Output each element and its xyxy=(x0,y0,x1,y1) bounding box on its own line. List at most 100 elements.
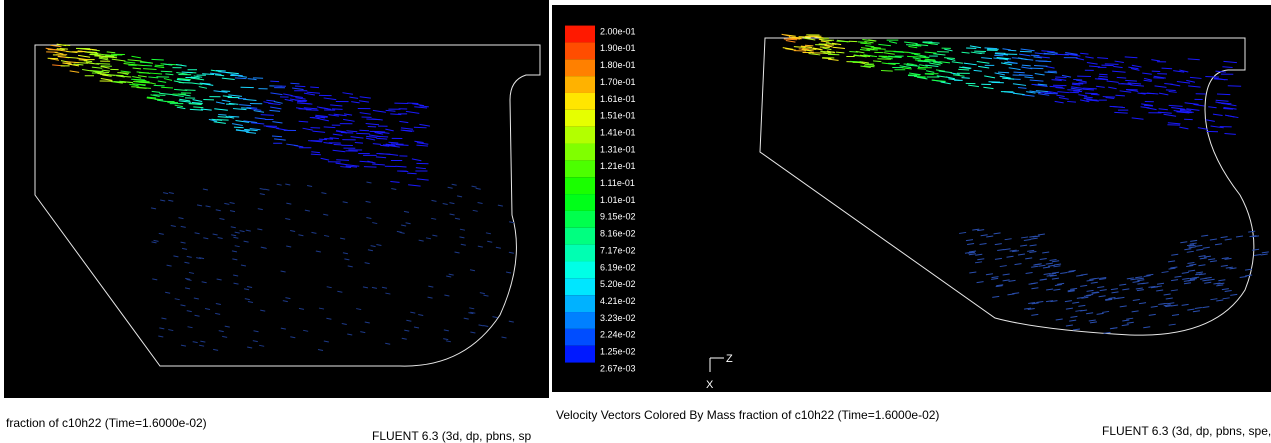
colorbar-label: 3.23e-02 xyxy=(600,313,636,323)
left-footer: FLUENT 6.3 (3d, dp, pbns, sp xyxy=(372,429,532,443)
vector xyxy=(407,173,416,174)
screenshot: 2.00e-011.90e-011.80e-011.70e-011.61e-01… xyxy=(0,0,1271,443)
colorbar-swatch xyxy=(565,59,595,76)
vector xyxy=(185,90,196,91)
colorbar-swatch xyxy=(565,127,595,144)
vector xyxy=(336,160,349,161)
colorbar-label: 1.25e-02 xyxy=(600,347,636,357)
colorbar-label: 1.11e-01 xyxy=(600,178,635,188)
colorbar-label: 1.51e-01 xyxy=(600,111,636,121)
colorbar-label: 8.16e-02 xyxy=(600,229,636,239)
vector xyxy=(1008,50,1016,51)
colorbar-swatch xyxy=(565,211,595,228)
vector xyxy=(79,60,88,61)
vector xyxy=(1222,67,1232,68)
vector xyxy=(355,142,363,143)
colorbar-label: 1.61e-01 xyxy=(600,94,636,104)
left-caption: fraction of c10h22 (Time=1.6000e-02) xyxy=(6,416,207,430)
vector xyxy=(96,63,110,64)
vector xyxy=(217,120,229,121)
vector xyxy=(234,127,244,128)
vector xyxy=(1205,76,1219,77)
colorbar-label: 7.17e-02 xyxy=(600,245,636,255)
colorbar-swatch xyxy=(565,261,595,278)
vector xyxy=(1070,92,1079,93)
colorbar-label: 6.19e-02 xyxy=(600,262,636,272)
vector xyxy=(1091,94,1100,95)
vector xyxy=(924,60,936,61)
vector xyxy=(850,61,862,62)
colorbar-swatch xyxy=(565,245,595,262)
colorbar-swatch xyxy=(565,329,595,346)
vector xyxy=(221,91,230,92)
vector xyxy=(310,87,319,88)
colorbar-swatch xyxy=(565,278,595,295)
vector xyxy=(95,72,109,73)
vector xyxy=(97,73,105,74)
vector xyxy=(1085,93,1098,94)
colorbar-label: 1.21e-01 xyxy=(600,161,636,171)
vector xyxy=(60,49,68,50)
colorbar-swatch xyxy=(565,42,595,59)
colorbar-swatch xyxy=(565,76,595,93)
colorbar-label: 5.20e-02 xyxy=(600,279,636,289)
colorbar-label: 1.01e-01 xyxy=(600,195,636,205)
vector xyxy=(805,45,813,46)
colorbar-swatch xyxy=(565,228,595,245)
vector xyxy=(1166,90,1176,91)
vector xyxy=(311,154,321,155)
colorbar-label: 1.41e-01 xyxy=(600,127,636,137)
colorbar-label: 9.15e-02 xyxy=(600,212,636,222)
vector xyxy=(836,52,844,53)
vector xyxy=(414,127,427,128)
colorbar-label: 4.21e-02 xyxy=(600,296,636,306)
vector xyxy=(241,108,251,109)
vector xyxy=(270,81,279,82)
vector xyxy=(154,85,165,86)
vector xyxy=(1103,97,1115,98)
vector xyxy=(1073,79,1082,80)
vector xyxy=(376,154,389,155)
colorbar-label: 1.70e-01 xyxy=(600,77,636,87)
colorbar-label: 1.31e-01 xyxy=(600,144,636,154)
colorbar-label: 1.90e-01 xyxy=(600,43,636,53)
colorbar-swatch xyxy=(565,26,595,43)
vector xyxy=(117,73,129,74)
colorbar-swatch xyxy=(565,295,595,312)
vector xyxy=(1115,95,1124,96)
vector xyxy=(1217,94,1230,95)
vector xyxy=(1105,64,1119,65)
vector xyxy=(63,63,71,64)
vector xyxy=(881,71,893,72)
vector xyxy=(1144,105,1153,106)
vector xyxy=(877,59,891,60)
colorbar-swatch xyxy=(565,93,595,110)
vector xyxy=(295,86,305,87)
vector xyxy=(306,110,318,111)
vector xyxy=(396,145,409,146)
vector xyxy=(151,59,163,60)
vector xyxy=(917,69,926,70)
axis-z-label: Z xyxy=(726,353,733,365)
colorbar-label: 1.80e-01 xyxy=(600,60,636,70)
vector xyxy=(1014,72,1025,73)
colorbar-swatch xyxy=(565,312,595,329)
vector xyxy=(1083,88,1097,89)
vector xyxy=(1153,78,1164,79)
vector xyxy=(1035,61,1047,62)
colorbar-swatch xyxy=(565,177,595,194)
colorbar-swatch xyxy=(565,160,595,177)
vector xyxy=(866,49,877,50)
vector xyxy=(140,62,151,63)
vector xyxy=(998,72,1009,73)
colorbar-label: 2.67e-03 xyxy=(600,363,636,373)
right-caption: Velocity Vectors Colored By Mass fractio… xyxy=(556,408,939,422)
vector xyxy=(1162,68,1173,69)
colorbar-swatch xyxy=(565,346,595,363)
vector xyxy=(784,39,797,40)
colorbar-swatch xyxy=(565,144,595,161)
vector xyxy=(836,41,849,42)
vector xyxy=(389,142,399,143)
axis-x-label: X xyxy=(706,379,714,391)
vector xyxy=(1101,65,1113,66)
